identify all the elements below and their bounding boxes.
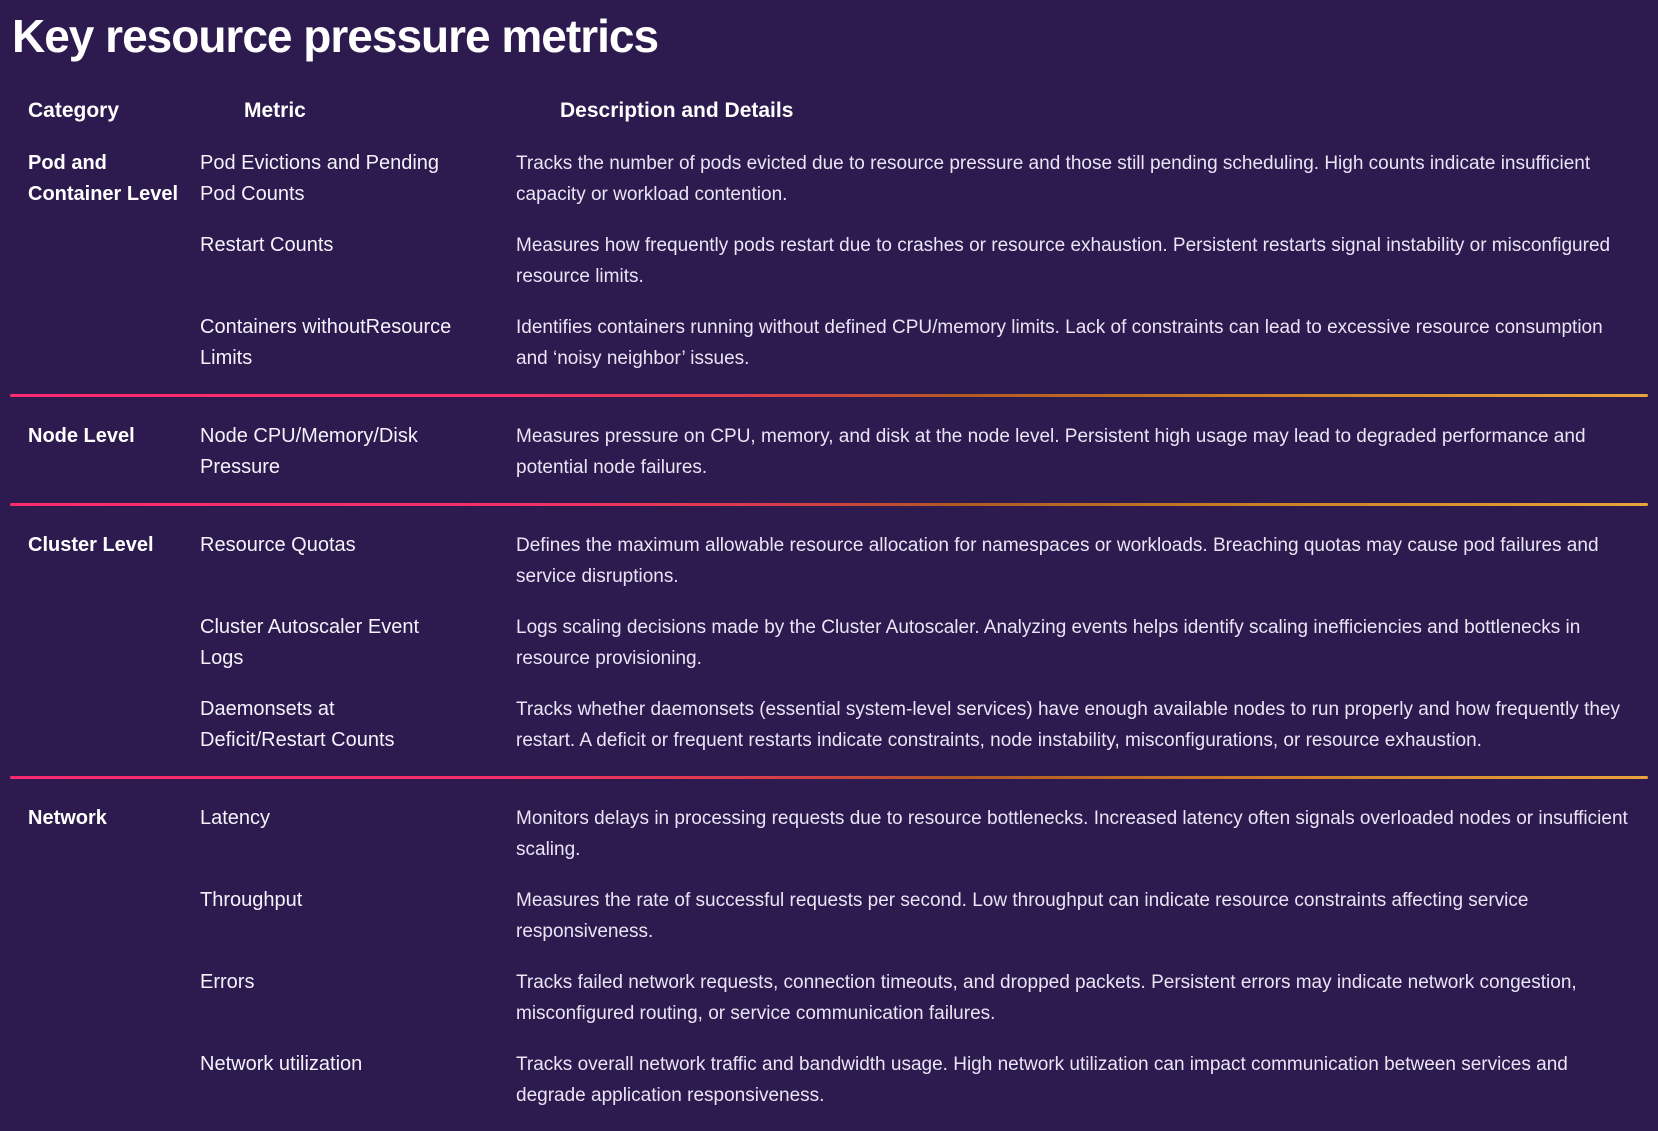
column-header-category: Category [28, 99, 120, 122]
table-row: Throughput Measures the rate of successf… [200, 885, 1635, 947]
category-label: Network [28, 807, 107, 829]
metric-description: Tracks failed network requests, connecti… [516, 972, 1577, 1024]
metric-label: Throughput [200, 889, 303, 911]
metric-description: Measures pressure on CPU, memory, and di… [516, 426, 1586, 478]
section-rows: Latency Monitors delays in processing re… [200, 803, 1635, 1111]
metric-description: Tracks overall network traffic and bandw… [516, 1054, 1568, 1106]
category-label: Pod and Container Level [28, 152, 179, 205]
table-header-row: Category Metric Description and Details [0, 62, 1658, 124]
table-body: Pod and Container Level Pod Evictions an… [0, 124, 1658, 1131]
table-row: Network utilization Tracks overall netwo… [200, 1049, 1635, 1111]
table-section: Cluster Level Resource Quotas Defines th… [0, 506, 1658, 779]
category-label: Node Level [28, 425, 135, 447]
metric-description: Measures how frequently pods restart due… [516, 235, 1611, 287]
column-header-metric: Metric [244, 99, 306, 122]
table-section: Pod and Container Level Pod Evictions an… [0, 124, 1658, 397]
page-title: Key resource pressure metrics [12, 10, 659, 62]
metric-description: Measures the rate of successful requests… [516, 890, 1529, 942]
metric-label: Node CPU/Memory/Disk Pressure [200, 425, 418, 478]
table-row: Cluster Autoscaler Event Logs Logs scali… [200, 612, 1635, 674]
table-row: Latency Monitors delays in processing re… [200, 803, 1635, 865]
metric-label: Restart Counts [200, 234, 334, 256]
table-row: Restart Counts Measures how frequently p… [200, 230, 1635, 292]
section-rows: Pod Evictions and Pending Pod Counts Tra… [200, 148, 1635, 374]
metric-description: Defines the maximum allowable resource a… [516, 535, 1599, 587]
metric-label: Latency [200, 807, 271, 829]
metric-description: Monitors delays in processing requests d… [516, 808, 1628, 860]
section-rows: Resource Quotas Defines the maximum allo… [200, 530, 1635, 756]
metric-label: Pod Evictions and Pending Pod Counts [200, 152, 440, 205]
metric-label: Containers withoutResource Limits [200, 316, 452, 369]
table-row: Containers withoutResource Limits Identi… [200, 312, 1635, 374]
metric-label: Daemonsets at Deficit/Restart Counts [200, 698, 395, 751]
metric-label: Resource Quotas [200, 534, 356, 556]
section-divider [10, 394, 1648, 397]
metric-description: Tracks whether daemonsets (essential sys… [516, 699, 1620, 751]
section-divider [10, 503, 1648, 506]
section-divider [10, 776, 1648, 779]
metric-description: Logs scaling decisions made by the Clust… [516, 617, 1581, 669]
column-header-description: Description and Details [560, 99, 794, 122]
section-rows: Node CPU/Memory/Disk Pressure Measures p… [200, 421, 1635, 483]
table-row: Pod Evictions and Pending Pod Counts Tra… [200, 148, 1635, 210]
metric-label: Network utilization [200, 1053, 363, 1075]
category-label: Cluster Level [28, 534, 154, 556]
metric-label: Errors [200, 971, 255, 993]
table-row: Resource Quotas Defines the maximum allo… [200, 530, 1635, 592]
metric-description: Identifies containers running without de… [516, 317, 1603, 369]
table-row: Errors Tracks failed network requests, c… [200, 967, 1635, 1029]
metric-description: Tracks the number of pods evicted due to… [516, 153, 1591, 205]
metric-label: Cluster Autoscaler Event Logs [200, 616, 419, 669]
table-row: Node CPU/Memory/Disk Pressure Measures p… [200, 421, 1635, 483]
table-section: Network Latency Monitors delays in proce… [0, 779, 1658, 1131]
table-section: Node Level Node CPU/Memory/Disk Pressure… [0, 397, 1658, 506]
table-row: Daemonsets at Deficit/Restart Counts Tra… [200, 694, 1635, 756]
